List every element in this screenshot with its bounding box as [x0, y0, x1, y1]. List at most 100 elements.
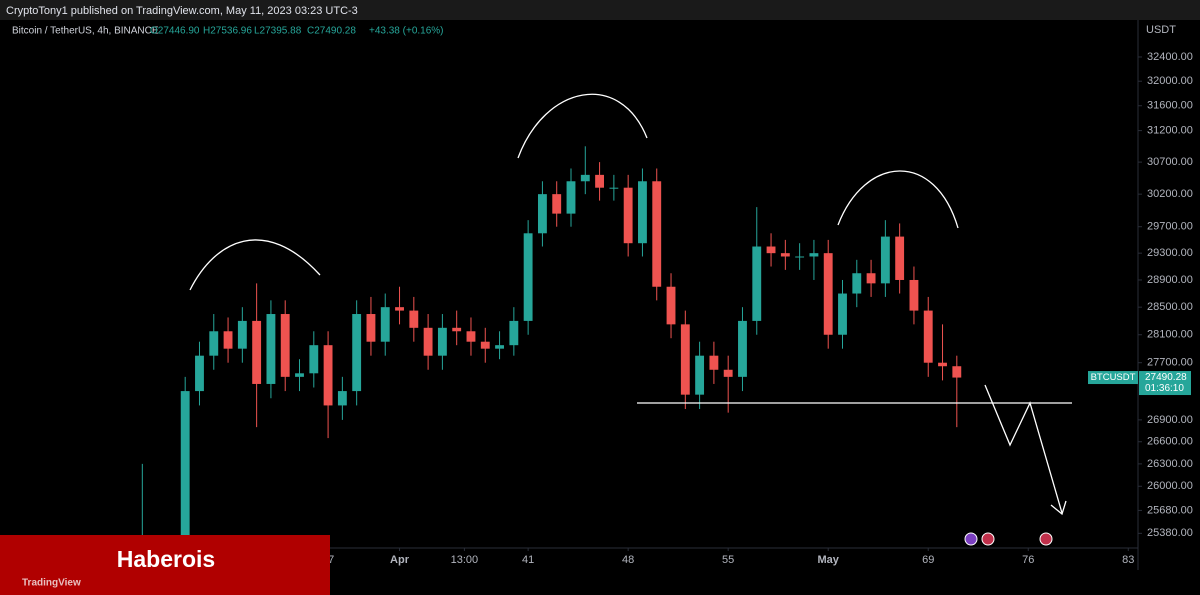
candle-body: [509, 320, 519, 346]
currency-label: USDT: [1146, 24, 1176, 36]
candle-body: [723, 369, 733, 377]
candle-body: [537, 194, 547, 234]
y-tick-label: 28900.00: [1147, 274, 1193, 286]
projection-arrow: [984, 384, 1063, 514]
candle-body: [366, 314, 376, 342]
candle-body: [880, 236, 890, 284]
drawings: [189, 93, 1072, 516]
y-tick-label: 32000.00: [1147, 75, 1193, 87]
candle-body: [738, 320, 747, 377]
candle-body: [609, 187, 619, 189]
x-tick-label: 55: [722, 554, 734, 566]
price-tag-timer: 01:36:10: [1145, 383, 1184, 394]
candle-body: [623, 187, 633, 244]
candle-body: [452, 327, 462, 332]
y-tick-label: 26000.00: [1147, 480, 1193, 492]
candle-body: [223, 331, 233, 349]
y-tick-label: 26600.00: [1147, 436, 1193, 448]
candle-body: [323, 345, 333, 406]
candle-body: [552, 194, 562, 214]
candle-body: [695, 355, 705, 395]
banner-text: Haberois: [117, 546, 215, 572]
candle-body: [852, 273, 862, 294]
candle-body: [280, 314, 290, 377]
y-tick-label: 29300.00: [1147, 247, 1193, 259]
header-bar: [0, 0, 1200, 20]
event-icon: [964, 532, 978, 546]
x-tick-label: 83: [1122, 554, 1134, 566]
candle-body: [752, 246, 762, 321]
shoulder-arc: [189, 239, 321, 291]
ohlc-open: O27446.90: [150, 26, 200, 37]
price-tag-symbol: BTCUSDT: [1091, 372, 1136, 383]
head-arc: [517, 93, 648, 159]
banner: [0, 535, 330, 595]
brand-logo: TradingView: [22, 578, 81, 589]
candle-body: [352, 314, 362, 392]
candle-body: [666, 286, 676, 325]
candle-body: [180, 391, 190, 555]
ohlc-low: L27395.88: [254, 26, 302, 37]
y-tick-label: 28500.00: [1147, 301, 1193, 313]
x-tick-label: May: [818, 554, 840, 566]
price-tag: BTCUSDT 27490.28 01:36:10: [1088, 371, 1191, 396]
candle-body: [380, 307, 390, 342]
y-tick-label: 31600.00: [1147, 100, 1193, 112]
candle-body: [395, 307, 404, 311]
x-tick-label: 69: [922, 554, 934, 566]
event-icon: [1039, 532, 1053, 546]
candle-body: [952, 366, 962, 378]
candle-body: [766, 246, 776, 254]
y-tick-label: 25380.00: [1147, 527, 1193, 539]
symbol-title: Bitcoin / TetherUS, 4h, BINANCE: [12, 26, 159, 37]
candle-body: [523, 233, 533, 321]
x-tick-label: 48: [622, 554, 634, 566]
arrow-head: [1050, 500, 1067, 516]
candle-body: [423, 327, 433, 356]
candle-body: [909, 279, 919, 311]
candle-body: [823, 253, 833, 335]
candle-body: [466, 331, 476, 342]
candle-body: [838, 293, 847, 335]
candle-body: [809, 253, 819, 257]
candle-body: [409, 310, 419, 328]
candle-body: [337, 391, 347, 406]
price-tag-symbol-bg: [1088, 371, 1138, 385]
candle-body: [938, 362, 947, 367]
candle-body: [895, 236, 905, 280]
candle-body: [209, 331, 219, 356]
candles: [137, 146, 962, 595]
x-tick-label: Apr: [390, 554, 410, 566]
ohlc-high: H27536.96: [203, 26, 252, 37]
x-tick-label: 41: [522, 554, 534, 566]
candle-body: [309, 345, 319, 374]
price-tag-price: 27490.28: [1145, 372, 1187, 383]
candle-body: [780, 253, 790, 257]
candle-body: [680, 324, 690, 395]
candle-body: [866, 273, 876, 284]
candle-body: [595, 174, 605, 188]
candle-body: [266, 314, 276, 384]
candle-body: [295, 373, 304, 377]
y-tick-label: 26300.00: [1147, 458, 1193, 470]
candle-body: [195, 355, 204, 392]
candle-body: [580, 174, 590, 182]
candle-body: [566, 181, 576, 214]
y-tick-label: 27700.00: [1147, 357, 1193, 369]
y-tick-label: 30700.00: [1147, 156, 1193, 168]
candle-body: [709, 355, 719, 370]
x-tick-label: 13:00: [451, 554, 479, 566]
candle-body: [252, 320, 262, 384]
candle-body: [437, 327, 447, 356]
event-icon: [981, 532, 995, 546]
axes: 32400.00 32000.00 31600.00 31200.00 30700.00…: [25, 51, 1193, 566]
candle-body: [237, 320, 247, 349]
x-tick-label: 76: [1022, 554, 1034, 566]
ohlc-close: C27490.28: [307, 26, 356, 37]
event-icons: [964, 532, 1053, 546]
candle-body: [795, 256, 805, 258]
ohlc-change: +43.38 (+0.16%): [369, 26, 444, 37]
shoulder-arc: [837, 170, 959, 229]
price-tag-bg: [1139, 371, 1191, 396]
